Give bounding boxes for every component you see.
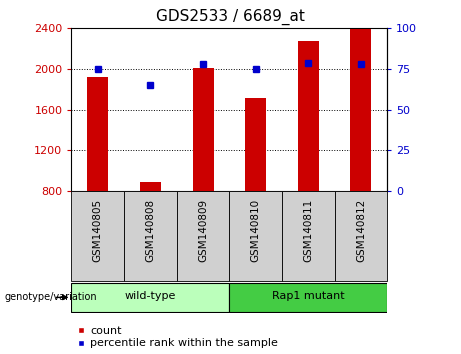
Text: wild-type: wild-type [125, 291, 176, 301]
Bar [298, 41, 319, 191]
Text: GSM140812: GSM140812 [356, 198, 366, 262]
Text: Rap1 mutant: Rap1 mutant [272, 291, 345, 301]
Text: GSM140808: GSM140808 [145, 198, 155, 262]
Text: genotype/variation: genotype/variation [5, 292, 97, 302]
Bar [71, 191, 124, 281]
Bar [229, 283, 387, 312]
Text: GSM140811: GSM140811 [303, 198, 313, 262]
Text: GSM140805: GSM140805 [93, 198, 103, 262]
Text: GDS2533 / 6689_at: GDS2533 / 6689_at [156, 9, 305, 25]
Bar [245, 97, 266, 191]
Bar [193, 68, 213, 191]
Bar [350, 29, 372, 191]
Text: GSM140810: GSM140810 [251, 198, 260, 262]
Bar [177, 191, 229, 281]
Bar [229, 191, 282, 281]
Bar [335, 191, 387, 281]
Bar [87, 77, 108, 191]
Bar [282, 191, 335, 281]
Legend: count, percentile rank within the sample: count, percentile rank within the sample [77, 326, 278, 348]
Bar [71, 283, 229, 312]
Bar [140, 182, 161, 191]
Text: GSM140809: GSM140809 [198, 198, 208, 262]
Bar [124, 191, 177, 281]
